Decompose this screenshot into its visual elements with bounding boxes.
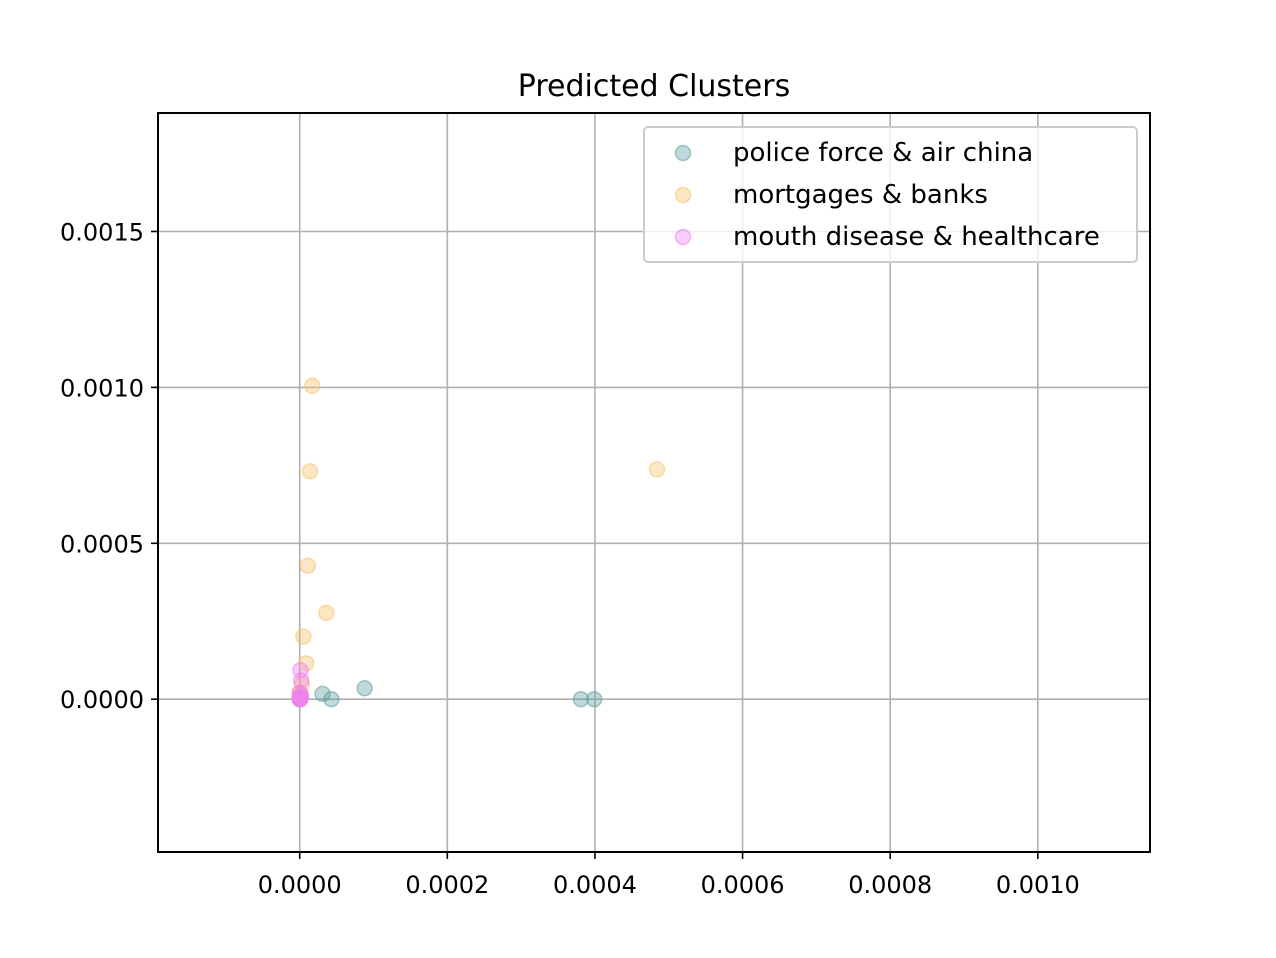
y-tick-label: 0.0015 <box>60 218 144 246</box>
legend-marker <box>674 144 692 162</box>
data-point-series-1 <box>318 604 335 622</box>
data-point-series-1 <box>299 557 317 575</box>
x-tick-label: 0.0010 <box>996 871 1080 899</box>
y-tick-label: 0.0000 <box>60 686 144 714</box>
data-point-series-1 <box>295 628 312 645</box>
legend-label: mouth disease & healthcare <box>733 222 1100 252</box>
data-point-series-1 <box>301 463 319 480</box>
data-point-series-0 <box>572 690 590 708</box>
data-point-series-1 <box>304 377 321 395</box>
x-tick-label: 0.0002 <box>405 871 489 899</box>
chart-title: Predicted Clusters <box>518 69 790 104</box>
ticks-layer: 0.0000 0.0002 0.0004 0.0006 0.0008 0.0010 0.00… <box>60 218 1080 899</box>
legend-label: mortgages & banks <box>733 180 988 210</box>
data-point-series-0 <box>356 680 373 697</box>
data-point-series-0 <box>314 685 331 703</box>
points-layer <box>291 377 666 708</box>
x-tick-label: 0.0006 <box>701 871 785 899</box>
axes-frame <box>157 112 1151 853</box>
data-point-series-1 <box>648 461 666 478</box>
x-tick-label: 0.0004 <box>553 871 637 899</box>
legend: police force & air china mortgages & bank… <box>643 126 1138 263</box>
data-point-series-2 <box>292 689 309 706</box>
legend-marker <box>674 186 692 204</box>
data-point-series-0 <box>323 690 340 708</box>
y-tick-label: 0.0010 <box>60 374 144 402</box>
legend-box <box>643 126 1138 263</box>
y-tick-label: 0.0005 <box>60 530 144 558</box>
legend-marker <box>674 228 692 246</box>
x-tick-label: 0.0008 <box>848 871 932 899</box>
x-tick-label: 0.0000 <box>258 871 342 899</box>
legend-label: police force & air china <box>733 138 1033 168</box>
data-point-series-0 <box>585 690 603 708</box>
